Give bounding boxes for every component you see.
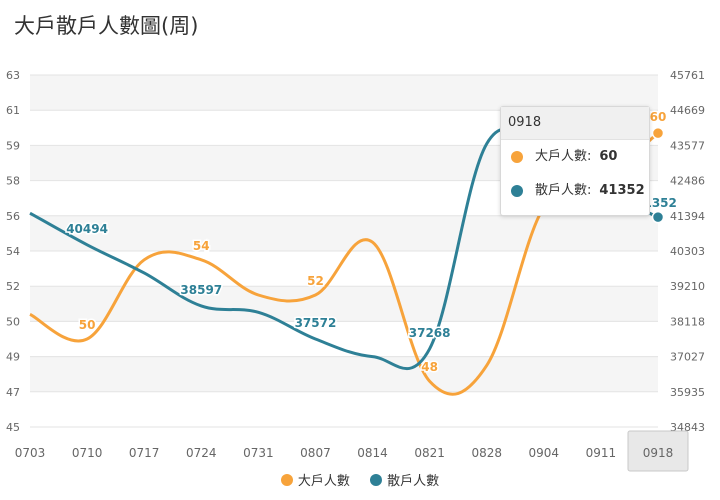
tooltip-row-retail: 散戶人數: 41352 xyxy=(501,174,649,208)
legend-label: 散戶人數 xyxy=(387,474,440,489)
tooltip-header: 0918 xyxy=(501,107,649,140)
retail-holders-dot-icon xyxy=(511,185,523,197)
grid-band xyxy=(30,286,658,322)
y-left-tick-label: 49 xyxy=(6,351,20,364)
x-highlight-box xyxy=(627,430,689,472)
y-right-tick-label: 38118 xyxy=(670,315,705,328)
tooltip-value: 60 xyxy=(599,149,618,164)
legend-item-large-holders[interactable]: 大戶人數 xyxy=(280,470,350,489)
legend-label: 大戶人數 xyxy=(297,474,350,489)
x-tick-label: 0828 xyxy=(471,446,502,460)
x-tick-label: 0821 xyxy=(414,446,445,460)
data-label: 50 xyxy=(79,318,96,332)
x-tick-label: 0717 xyxy=(129,446,160,460)
x-tick-label: 0710 xyxy=(72,446,103,460)
data-label: 54 xyxy=(193,239,210,253)
data-point-marker xyxy=(651,210,665,224)
y-left-tick-label: 47 xyxy=(6,386,20,399)
y-left-tick-label: 63 xyxy=(6,69,20,82)
tooltip: 0918 大戶人數: 60 散戶人數: 41352 xyxy=(500,106,650,216)
x-tick-label: 0724 xyxy=(186,446,217,460)
y-right-tick-label: 41394 xyxy=(670,210,705,223)
legend-item-retail-holders[interactable]: 散戶人數 xyxy=(370,470,439,489)
x-tick-label: 0814 xyxy=(357,446,388,460)
x-tick-label: 0807 xyxy=(300,446,331,460)
y-right-tick-label: 42486 xyxy=(670,175,705,188)
tooltip-label: 大戶人數: xyxy=(535,149,592,164)
grid-band xyxy=(30,75,658,111)
tooltip-value: 41352 xyxy=(599,183,645,198)
large-holders-dot-icon xyxy=(511,151,523,163)
y-left-tick-label: 45 xyxy=(6,421,20,434)
y-left-tick-label: 50 xyxy=(6,315,20,328)
y-right-tick-label: 43577 xyxy=(670,139,705,152)
y-left-tick-label: 58 xyxy=(6,175,20,188)
y-right-tick-label: 45761 xyxy=(670,69,705,82)
data-label: 37268 xyxy=(409,326,451,340)
data-label: 60 xyxy=(650,110,667,124)
retail-holders-legend-icon xyxy=(370,474,383,486)
y-right-tick-label: 39210 xyxy=(670,280,705,293)
y-left-tick-label: 61 xyxy=(6,104,20,117)
large-holders-legend-icon xyxy=(280,474,293,486)
x-tick-label: 0731 xyxy=(243,446,274,460)
data-point-marker xyxy=(651,126,665,140)
data-label: 38597 xyxy=(180,283,222,297)
chart-title: 大戶散戶人數圖(周) xyxy=(14,14,199,38)
tooltip-row-large: 大戶人數: 60 xyxy=(501,140,649,174)
data-label: 52 xyxy=(307,274,324,288)
x-tick-label: 0904 xyxy=(529,446,560,460)
tooltip-label: 散戶人數: xyxy=(535,183,592,198)
y-left-tick-label: 59 xyxy=(6,139,20,152)
y-left-tick-label: 54 xyxy=(6,245,20,258)
y-right-tick-label: 44669 xyxy=(670,104,705,117)
grid-band xyxy=(30,356,658,392)
y-left-tick-label: 52 xyxy=(6,280,20,293)
grid-band xyxy=(30,215,658,251)
y-left-tick-label: 56 xyxy=(6,210,20,223)
x-tick-label: 0703 xyxy=(15,446,46,460)
y-right-tick-label: 35935 xyxy=(670,386,705,399)
data-label: 48 xyxy=(421,360,438,374)
data-label: 40494 xyxy=(66,222,108,236)
x-tick-label: 0911 xyxy=(586,446,617,460)
data-label: 37572 xyxy=(295,316,337,330)
y-right-tick-label: 40303 xyxy=(670,245,705,258)
x-tick-label: 0918 xyxy=(643,446,674,460)
y-right-tick-label: 37027 xyxy=(670,351,705,364)
legend: 大戶人數 散戶人數 xyxy=(0,470,720,489)
